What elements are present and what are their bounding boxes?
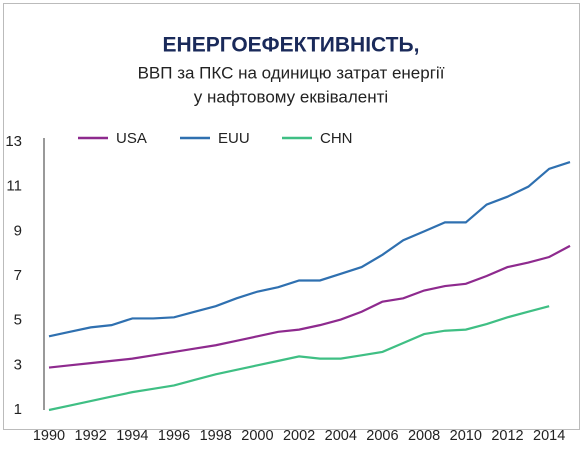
- y-tick-label: 13: [5, 133, 22, 150]
- x-tick-label: 2008: [408, 428, 440, 444]
- y-tick-label: 9: [14, 222, 22, 239]
- y-tick-label: 1: [14, 401, 22, 418]
- x-tick-label: 2002: [283, 428, 315, 444]
- chart-subtitle: у нафтовому еквіваленті: [194, 87, 388, 106]
- legend-label: CHN: [320, 130, 353, 147]
- chart-subtitle: ВВП за ПКС на одиницю затрат енергії: [138, 63, 445, 82]
- line: [48, 305, 550, 412]
- x-tick-label: 2014: [533, 428, 565, 444]
- y-tick-label: 11: [6, 178, 22, 195]
- x-tick-label: 2004: [325, 428, 357, 444]
- x-tick-label: 2006: [366, 428, 398, 444]
- frame: [3, 3, 580, 430]
- legend-label: EUU: [218, 130, 250, 147]
- x-tick-label: 1998: [200, 428, 232, 444]
- x-tick-label: 2000: [241, 428, 273, 444]
- x-tick-label: 1996: [158, 428, 190, 444]
- x-tick-label: 2010: [450, 428, 482, 444]
- legend-label: USA: [116, 130, 147, 147]
- y-tick-label: 5: [14, 312, 22, 329]
- x-tick-label: 1990: [33, 428, 65, 444]
- line: [48, 244, 571, 369]
- y-tick-label: 3: [14, 356, 22, 373]
- chart-title: ЕНЕРГОЕФЕКТИВНІСТЬ,: [163, 34, 420, 57]
- y-tick-label: 7: [14, 267, 22, 284]
- x-tick-label: 1992: [75, 428, 107, 444]
- x-tick-label: 1994: [116, 428, 148, 444]
- line: [48, 161, 571, 338]
- x-tick-label: 2012: [491, 428, 523, 444]
